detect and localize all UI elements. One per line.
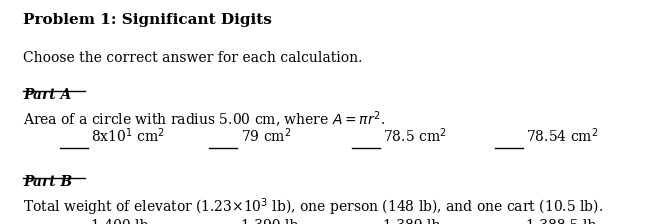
Text: 1,400 lb: 1,400 lb — [91, 219, 149, 224]
Text: 1,388.5 lb: 1,388.5 lb — [526, 219, 597, 224]
Text: Part A: Part A — [23, 88, 71, 102]
Text: 79 cm$^2$: 79 cm$^2$ — [241, 126, 291, 145]
Text: 78.54 cm$^2$: 78.54 cm$^2$ — [526, 126, 599, 145]
Text: Problem 1: Significant Digits: Problem 1: Significant Digits — [23, 13, 272, 27]
Text: 1,389 lb: 1,389 lb — [383, 219, 441, 224]
Text: Choose the correct answer for each calculation.: Choose the correct answer for each calcu… — [23, 51, 362, 65]
Text: Part B: Part B — [23, 174, 72, 189]
Text: 1,390 lb: 1,390 lb — [241, 219, 298, 224]
Text: 78.5 cm$^2$: 78.5 cm$^2$ — [383, 126, 447, 145]
Text: Total weight of elevator (1.23×10$^3$ lb), one person (148 lb), and one cart (10: Total weight of elevator (1.23×10$^3$ lb… — [23, 196, 603, 218]
Text: 8x10$^1$ cm$^2$: 8x10$^1$ cm$^2$ — [91, 126, 165, 145]
Text: Area of a circle with radius 5.00 cm, where $A = \pi r^2$.: Area of a circle with radius 5.00 cm, wh… — [23, 110, 385, 130]
